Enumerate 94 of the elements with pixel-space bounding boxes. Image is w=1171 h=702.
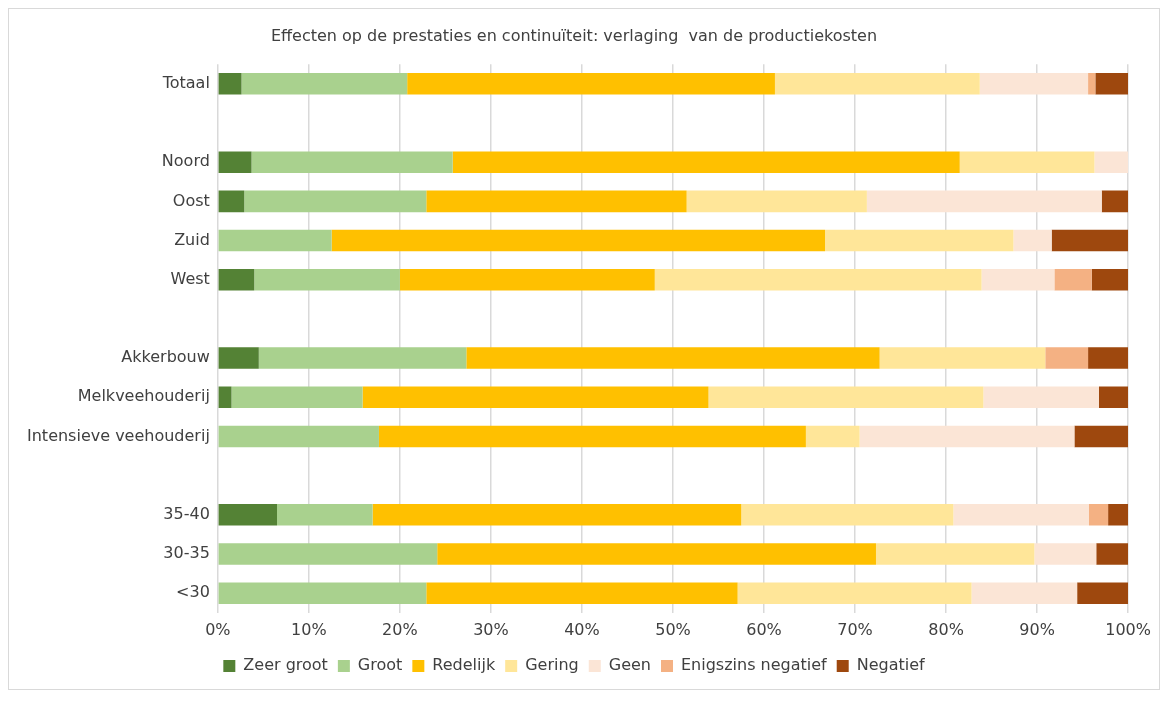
bar bbox=[241, 73, 408, 95]
bar bbox=[875, 543, 1035, 565]
bar bbox=[741, 504, 954, 526]
bar bbox=[981, 268, 1055, 291]
bar bbox=[1034, 543, 1097, 565]
x-tick-label: 0% bbox=[205, 619, 231, 639]
bar bbox=[231, 386, 363, 409]
bar bbox=[218, 582, 427, 604]
bar bbox=[1054, 268, 1092, 291]
bar bbox=[426, 582, 738, 604]
bar bbox=[407, 73, 775, 95]
x-tick-label: 70% bbox=[837, 619, 873, 639]
bar bbox=[708, 386, 984, 409]
bar bbox=[437, 543, 876, 565]
bar bbox=[218, 190, 245, 213]
bar bbox=[1091, 268, 1129, 291]
bar bbox=[1013, 229, 1052, 252]
x-tick-label: 60% bbox=[746, 619, 782, 639]
y-tick-label: 30-35 bbox=[163, 543, 210, 563]
x-tick-label: 90% bbox=[1019, 619, 1055, 639]
bar bbox=[686, 190, 867, 213]
bar bbox=[805, 425, 860, 448]
bar bbox=[362, 386, 709, 409]
y-tick-label: Akkerbouw bbox=[121, 347, 210, 367]
y-tick-label: West bbox=[170, 268, 210, 288]
bar bbox=[372, 504, 742, 526]
bar bbox=[218, 504, 278, 526]
y-tick-label: Zuid bbox=[174, 229, 210, 249]
x-tick-label: 50% bbox=[655, 619, 691, 639]
x-tick-label: 30% bbox=[473, 619, 509, 639]
bar bbox=[426, 190, 687, 213]
bar bbox=[277, 504, 373, 526]
legend-label: Zeer groot bbox=[243, 655, 328, 675]
x-tick-label: 10% bbox=[291, 619, 327, 639]
bar bbox=[466, 347, 880, 369]
bar bbox=[979, 73, 1089, 95]
bar bbox=[218, 386, 232, 409]
bar bbox=[737, 582, 972, 604]
bar bbox=[953, 504, 1089, 526]
bar bbox=[254, 268, 400, 291]
bar bbox=[399, 268, 655, 291]
bar bbox=[251, 151, 453, 173]
bar bbox=[1088, 73, 1096, 95]
bar bbox=[1088, 347, 1129, 369]
bar bbox=[218, 151, 252, 173]
bar bbox=[378, 425, 806, 448]
y-tick-label: Intensieve veehouderij bbox=[26, 425, 210, 445]
bar bbox=[825, 229, 1014, 252]
bar bbox=[959, 151, 1095, 173]
bar bbox=[218, 543, 438, 565]
y-tick-label: 35-40 bbox=[163, 503, 210, 523]
x-tick-label: 100% bbox=[1105, 619, 1151, 639]
chart-title: Effecten op de prestaties en continuïteit: verlaging van de productiekosten bbox=[270, 25, 878, 45]
bar bbox=[258, 347, 467, 369]
bar bbox=[452, 151, 960, 173]
x-tick-label: 80% bbox=[928, 619, 964, 639]
bar bbox=[879, 347, 1046, 369]
bar bbox=[1101, 190, 1129, 213]
bar bbox=[1095, 73, 1129, 95]
y-tick-label: Noord bbox=[161, 151, 210, 171]
bar bbox=[218, 73, 242, 95]
bar bbox=[218, 347, 259, 369]
bar bbox=[1108, 504, 1129, 526]
bar bbox=[1051, 229, 1129, 252]
legend-label: Groot bbox=[357, 655, 403, 675]
bar bbox=[654, 268, 982, 291]
bar bbox=[1094, 151, 1129, 173]
bar bbox=[244, 190, 427, 213]
y-tick-label: <30 bbox=[176, 582, 210, 602]
bar bbox=[331, 229, 825, 252]
bar bbox=[866, 190, 1102, 213]
bar bbox=[218, 425, 379, 448]
y-tick-label: Melkveehouderij bbox=[77, 386, 210, 406]
bar bbox=[1074, 425, 1129, 448]
bar bbox=[971, 582, 1078, 604]
bar bbox=[1096, 543, 1129, 565]
x-tick-label: 20% bbox=[382, 619, 418, 639]
legend-label: Gering bbox=[525, 655, 579, 675]
legend-label: Enigszins negatief bbox=[680, 655, 828, 675]
bar bbox=[983, 386, 1099, 409]
bar bbox=[1099, 386, 1129, 409]
bar bbox=[1088, 504, 1109, 526]
y-tick-label: Oost bbox=[172, 190, 210, 210]
legend-label: Redelijk bbox=[432, 655, 496, 675]
bar bbox=[859, 425, 1075, 448]
bar bbox=[774, 73, 980, 95]
bar bbox=[218, 268, 255, 291]
legend-label: Negatief bbox=[856, 655, 926, 675]
y-tick-label: Totaal bbox=[161, 72, 210, 92]
bar bbox=[1077, 582, 1129, 604]
bar bbox=[218, 229, 332, 252]
bar bbox=[1045, 347, 1089, 369]
x-tick-label: 40% bbox=[564, 619, 600, 639]
legend-label: Geen bbox=[608, 655, 651, 675]
